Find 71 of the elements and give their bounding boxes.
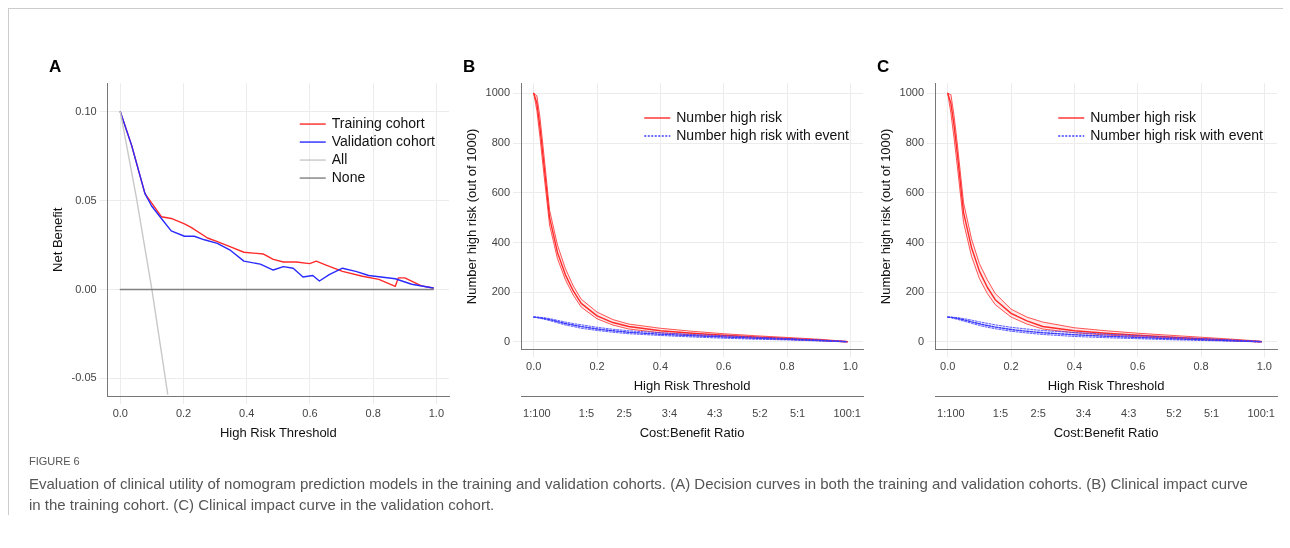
chart-title: C [877,56,890,76]
chart-title: B [463,56,476,76]
text: 1:5 [992,406,1009,419]
text: 1:100 [523,406,551,419]
x-tick-label: 0.0 [526,360,542,373]
y-tick-label: 0.05 [75,193,97,206]
text: 5:1 [789,406,806,419]
legend-label: Number high risk with event [676,126,850,143]
y-tick-label: 400 [905,235,925,248]
x-tick-label: 0.2 [175,406,192,419]
x-axis-title: High Risk Threshold [633,377,751,393]
y-axis-title: Number high risk (out of 1000) [464,128,480,305]
y-tick-label: 800 [905,136,925,149]
y-tick-label: 200 [491,285,511,298]
text: 3:4 [661,406,678,419]
text: 2:5 [1030,406,1046,419]
legend-label: Number high risk with event [1090,126,1264,143]
y-tick-label: 600 [905,185,925,198]
legend-label: All [331,150,348,167]
text: 5:1 [1203,406,1220,419]
y-tick-label: 1000 [899,86,925,99]
legend-label: Number high risk [1090,108,1198,125]
y-tick-label: 400 [491,235,511,248]
x-tick-label: 0.0 [112,406,128,419]
x-axis-title: High Risk Threshold [219,424,337,440]
y-tick-label: 0.00 [75,282,97,295]
x-tick-label: 0.8 [779,360,795,373]
x2-axis-title: Cost:Benefit Ratio [1053,424,1159,440]
x-tick-label: 0.4 [652,360,669,373]
legend-label: Number high risk [676,108,784,125]
x-tick-label: 1.0 [1256,360,1272,373]
x-tick-label: 0.0 [940,360,956,373]
x-tick-label: 0.6 [302,406,318,419]
text: 1:5 [578,406,595,419]
legend-label: Validation cohort [331,132,436,149]
y-tick-label: 600 [491,185,511,198]
x-tick-label: 0.6 [1130,360,1146,373]
y-tick-label: 200 [905,285,925,298]
x-tick-label: 1.0 [428,406,445,419]
text: 5:2 [752,406,768,419]
y-tick-label: 0.10 [75,104,97,117]
text: 100:1 [833,406,861,419]
x-tick-label: 0.2 [1003,360,1019,373]
y-tick-label: 0 [503,334,511,347]
y-tick-label: 800 [491,136,511,149]
y-tick-label: 1000 [485,86,511,99]
chart-title: A [49,56,62,76]
x-tick-label: 0.8 [1193,360,1209,373]
x-tick-label: 1.0 [842,360,858,373]
text: 4:3 [1121,406,1137,419]
x-tick-label: 0.4 [1066,360,1083,373]
text: 5:2 [1166,406,1182,419]
text: 4:3 [707,406,723,419]
y-axis-title: Number high risk (out of 1000) [878,128,894,305]
text: 3:4 [1075,406,1092,419]
x-tick-label: 0.2 [589,360,605,373]
legend-label: None [331,168,366,185]
text: 100:1 [1247,406,1275,419]
legend-label: Training cohort [331,114,425,131]
text: Evaluation of clinical utility of nomogram prediction models in the training and validation cohorts. (A) Decision curves in both the training and validation cohorts. (B) Clinical impact curve in the training cohort. (C) Clinical impact curve in the validation cohort. [29,474,1249,515]
caption: FIGURE 6 [29,455,81,467]
text: 1:100 [937,406,965,419]
x-tick-label: 0.8 [365,406,381,419]
text: 2:5 [616,406,632,419]
y-tick-label: -0.05 [71,371,97,384]
x-tick-label: 0.6 [716,360,732,373]
x2-axis-title: Cost:Benefit Ratio [639,424,745,440]
x-axis-title: High Risk Threshold [1047,377,1165,393]
x-tick-label: 0.4 [239,406,255,419]
y-tick-label: 0 [917,334,925,347]
y-axis-title: Net Benefit [50,207,66,272]
